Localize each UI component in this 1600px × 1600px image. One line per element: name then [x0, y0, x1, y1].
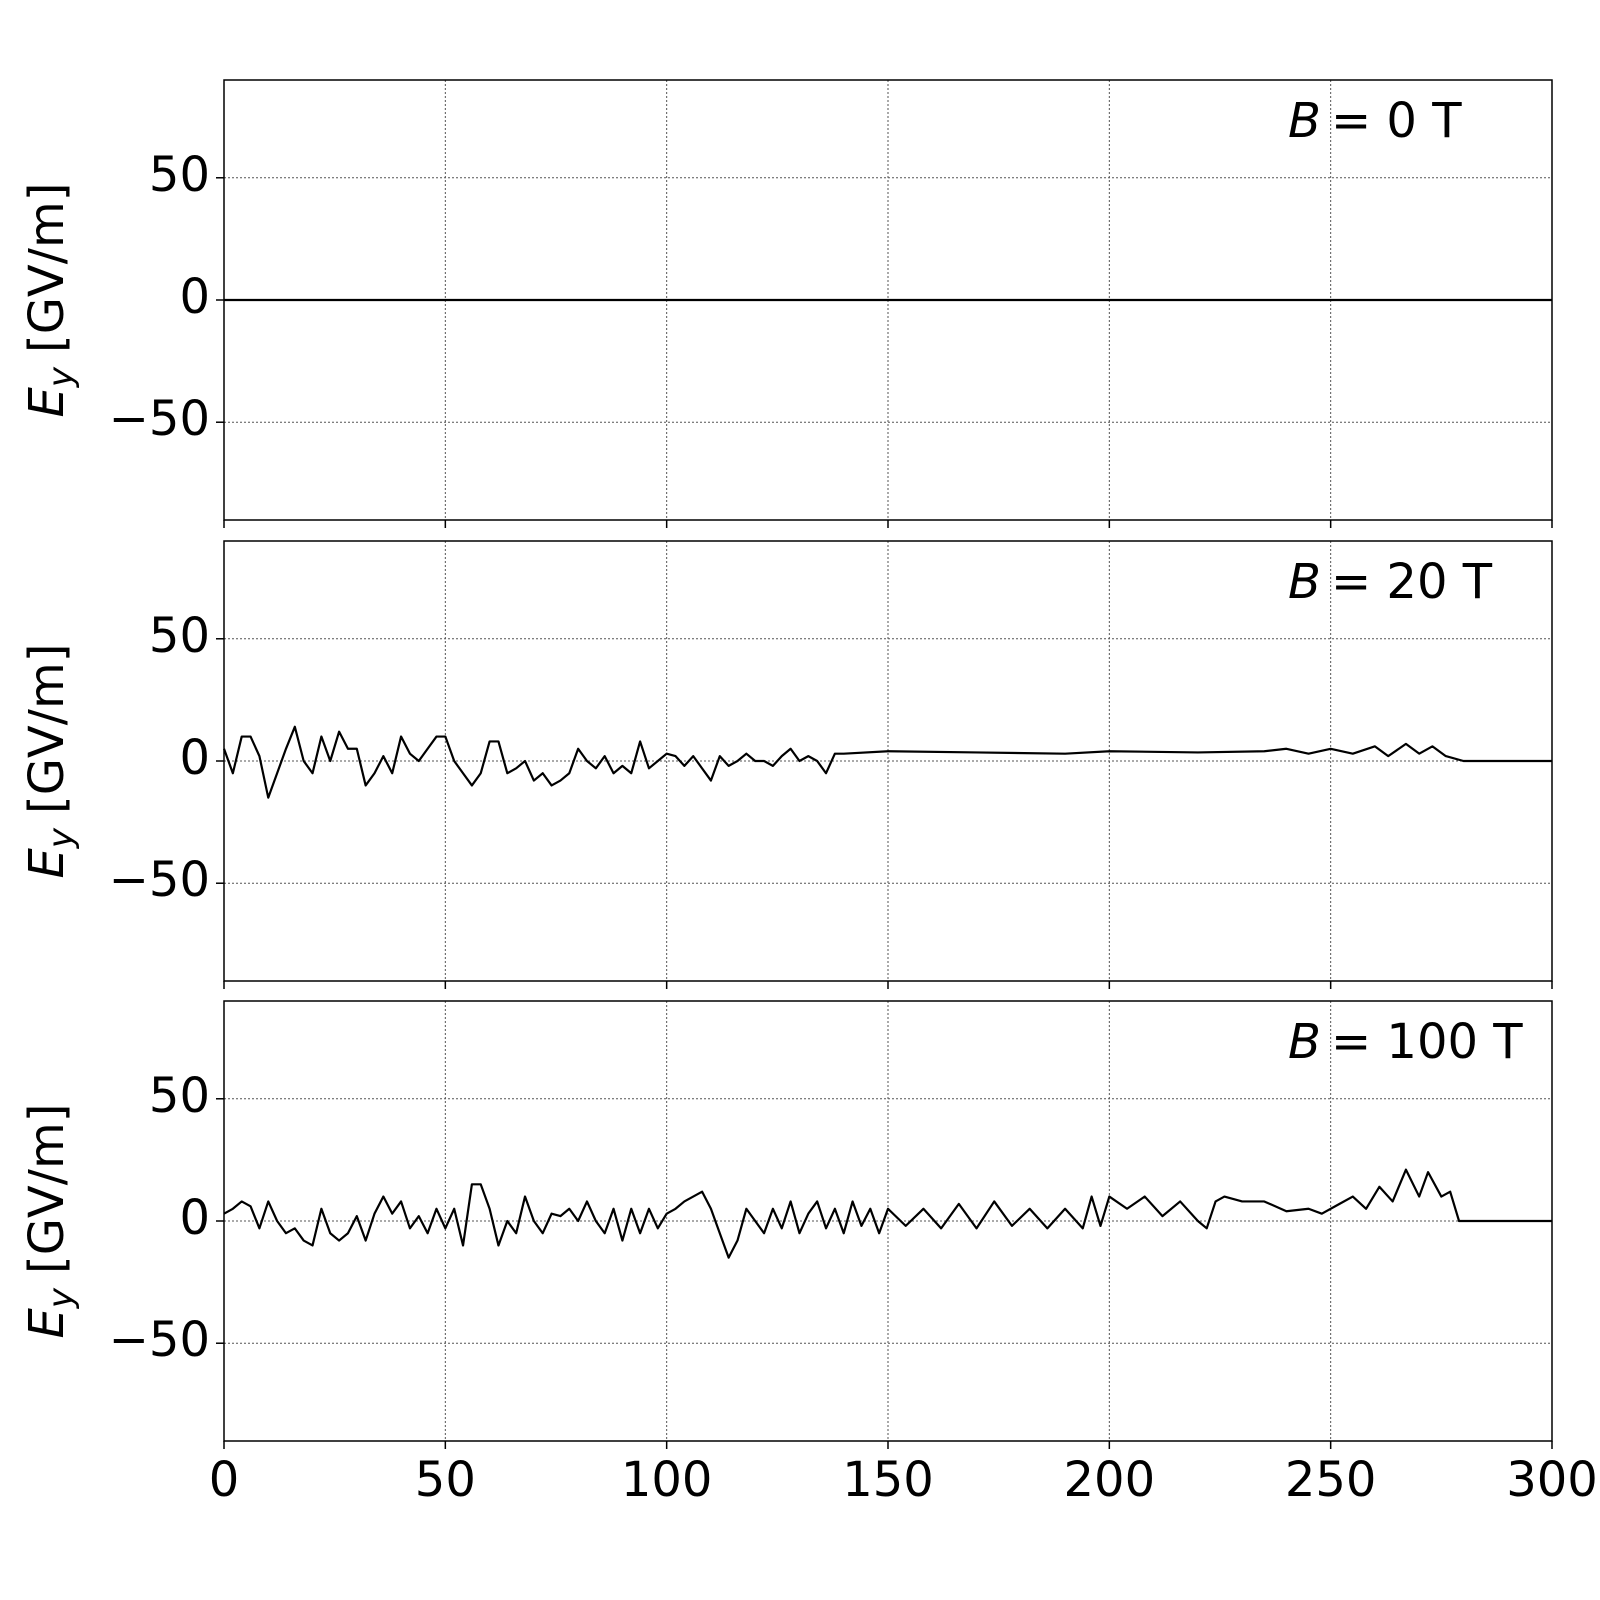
x-tick-label: 0 — [209, 1452, 240, 1508]
annotation-text: = 0 T — [1331, 93, 1462, 149]
y-label-symbol: E — [19, 1307, 75, 1338]
x-tick-label: 200 — [1064, 1452, 1156, 1508]
plot-frame — [223, 79, 1553, 521]
x-tick-label: 100 — [621, 1452, 713, 1508]
y-tick-label: 50 — [149, 147, 210, 203]
annotation: B = 100 T — [1288, 1014, 1523, 1070]
y-tick-label: 0 — [179, 730, 210, 786]
annotation-symbol: B — [1288, 93, 1321, 149]
x-tick-label: 50 — [415, 1452, 476, 1508]
annotation-text: = 100 T — [1331, 1014, 1523, 1070]
annotation-text: = 20 T — [1331, 554, 1493, 610]
y-tick-label: 50 — [149, 1068, 210, 1124]
y-axis-label: Ey [GV/m] — [19, 644, 81, 879]
y-label-unit: [GV/m] — [19, 1104, 75, 1274]
data-line — [222, 725, 1552, 799]
y-axis-label: Ey [GV/m] — [19, 183, 81, 418]
x-tick-label: 300 — [1506, 1452, 1598, 1508]
y-label-symbol: E — [19, 847, 75, 878]
y-tick-label: −50 — [109, 391, 210, 447]
y-axis-label: Ey [GV/m] — [19, 1104, 81, 1339]
y-label-subscript: y — [41, 366, 81, 388]
x-tick-label: 150 — [842, 1452, 934, 1508]
y-label-unit: [GV/m] — [19, 183, 75, 353]
plot-frame — [223, 1000, 1553, 1442]
y-tick-label: −50 — [109, 852, 210, 908]
y-tick-label: −50 — [109, 1312, 210, 1368]
annotation: B = 20 T — [1288, 554, 1493, 610]
y-label-symbol: E — [19, 386, 75, 417]
data-line — [223, 1168, 1552, 1259]
plot-frame — [223, 540, 1553, 982]
y-tick-label: 0 — [179, 1190, 210, 1246]
y-label-unit: [GV/m] — [19, 644, 75, 814]
y-label-subscript: y — [41, 827, 81, 849]
y-label-subscript: y — [41, 1287, 81, 1309]
x-tick-label: 250 — [1285, 1452, 1377, 1508]
y-tick-label: 0 — [179, 269, 210, 325]
annotation-symbol: B — [1288, 1014, 1321, 1070]
annotation-symbol: B — [1288, 554, 1321, 610]
y-tick-label: 50 — [149, 608, 210, 664]
annotation: B = 0 T — [1288, 93, 1462, 149]
